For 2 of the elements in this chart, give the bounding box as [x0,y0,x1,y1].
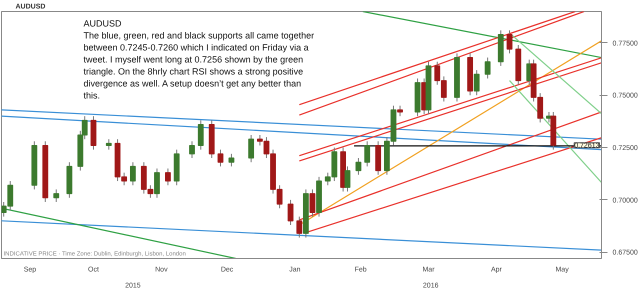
text: The blue, green, red and black supports all came together between 0.7245-0.7260 which I indicated on Friday via a tweet. I myself went long at 0.7256 shown by the green triangle. On the 8hrly chart RSI shows a strong positive divergence as well. A setup doesn’t get any better than this. [84,30,314,100]
text: AUDUSD [84,18,122,28]
